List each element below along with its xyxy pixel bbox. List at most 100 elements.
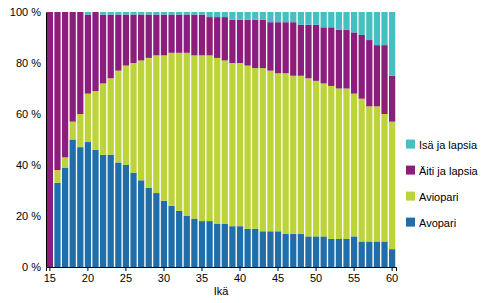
plot: 152025303540455055600 %20 %40 %60 %80 %1…: [10, 6, 398, 284]
bar: [176, 211, 182, 267]
bar: [206, 12, 212, 17]
bar: [389, 249, 395, 267]
bar: [267, 71, 273, 232]
bar: [252, 20, 258, 68]
bar: [146, 58, 152, 188]
bar: [260, 20, 266, 68]
bar: [168, 15, 174, 53]
bar: [237, 63, 243, 226]
bar: [313, 236, 319, 267]
legend: Isä ja lapsia Äiti ja lapsia Aviopari Avopa…: [406, 139, 479, 229]
bar: [62, 12, 68, 157]
bar: [108, 155, 114, 267]
bar: [252, 68, 258, 229]
legend-label: Avopari: [419, 217, 456, 229]
x-tick: 25: [120, 267, 132, 284]
bar: [321, 83, 327, 236]
legend-swatch: [406, 140, 415, 149]
bar: [222, 60, 228, 223]
x-tick: 15: [44, 267, 56, 284]
bar: [85, 94, 91, 142]
x-tick-label: 60: [386, 272, 398, 284]
bar: [374, 242, 380, 268]
legend-item: Avopari: [406, 217, 456, 229]
bar: [146, 12, 152, 15]
bar: [305, 236, 311, 267]
y-axis: 0 %20 %40 %60 %80 %100 %: [10, 6, 47, 273]
bar: [85, 15, 91, 94]
bar: [184, 12, 190, 15]
series-2: [47, 12, 395, 267]
bar: [100, 12, 106, 15]
legend-label: Isä ja lapsia: [419, 139, 478, 151]
bar: [100, 155, 106, 267]
bar: [275, 12, 281, 22]
x-tick: 50: [310, 267, 322, 284]
bar: [54, 183, 60, 267]
bar: [328, 27, 334, 86]
x-tick: 45: [272, 267, 284, 284]
x-tick-label: 30: [158, 272, 170, 284]
y-tick-label: 60 %: [16, 108, 41, 120]
bar: [366, 40, 372, 106]
bar: [115, 71, 121, 163]
bar: [275, 73, 281, 231]
bar: [222, 12, 228, 17]
bar: [138, 60, 144, 180]
bar: [237, 12, 243, 20]
x-tick-mark: [201, 267, 202, 271]
bar: [366, 12, 372, 40]
bar: [191, 219, 197, 267]
y-tick-label: 40 %: [16, 159, 41, 171]
bar: [168, 12, 174, 15]
bar: [328, 12, 334, 27]
y-tick-label: 20 %: [16, 210, 41, 222]
bar: [115, 162, 121, 267]
bar: [328, 239, 334, 267]
bar: [85, 12, 91, 15]
bar: [108, 12, 114, 15]
legend-swatch: [406, 166, 415, 175]
bar: [130, 15, 136, 63]
x-tick: 40: [234, 267, 246, 284]
bar: [184, 216, 190, 267]
legend-label: Aviopari: [419, 191, 459, 203]
bar: [313, 81, 319, 237]
x-axis: 15202530354045505560: [44, 267, 398, 284]
bar: [381, 114, 387, 242]
bar: [54, 12, 60, 170]
bar: [77, 12, 83, 13]
bar: [92, 12, 98, 13]
bar: [321, 12, 327, 27]
bar: [359, 242, 365, 268]
bar: [214, 58, 220, 224]
bar: [130, 63, 136, 173]
bar: [290, 76, 296, 234]
bar: [381, 12, 387, 45]
bar: [199, 12, 205, 15]
bar: [206, 17, 212, 55]
x-tick-mark: [240, 267, 241, 271]
y-axis-line: [46, 13, 47, 268]
bar: [313, 25, 319, 81]
legend-swatch: [406, 192, 415, 201]
y-tick-label: 100 %: [10, 6, 41, 18]
y-tick: 0 %: [22, 261, 46, 273]
bar: [343, 12, 349, 30]
x-tick-mark: [125, 267, 126, 271]
bar: [336, 30, 342, 89]
bar: [260, 12, 266, 20]
bar: [191, 15, 197, 56]
bar: [229, 12, 235, 20]
bar: [237, 20, 243, 63]
bar: [260, 68, 266, 231]
bar: [359, 12, 365, 35]
bar: [245, 12, 251, 20]
bar: [176, 15, 182, 53]
bar: [366, 106, 372, 241]
bar: [252, 229, 258, 267]
bar: [62, 157, 68, 167]
bar: [123, 66, 129, 165]
legend-label: Äiti ja lapsia: [419, 165, 479, 177]
bar: [298, 12, 304, 25]
